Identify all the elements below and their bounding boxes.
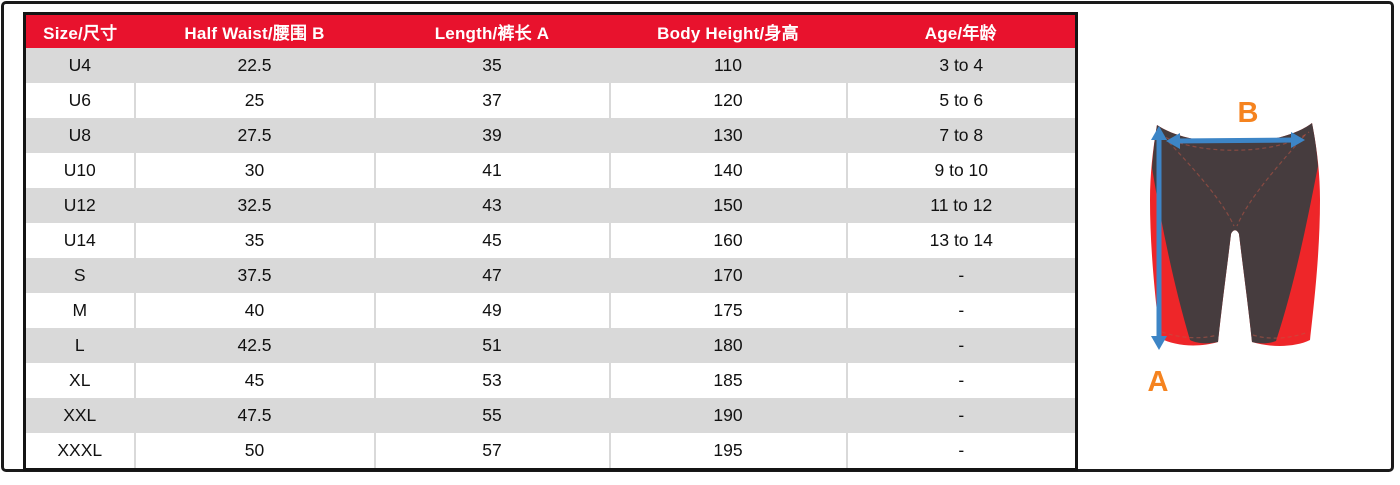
table-row: U14 35 45 160 13 to 14 <box>24 223 1077 258</box>
size-chart-table: Size/尺寸 Half Waist/腰围 B Length/裤长 A Body He… <box>23 12 1078 471</box>
table-header-row: Size/尺寸 Half Waist/腰围 B Length/裤长 A Body He… <box>24 13 1077 48</box>
table-cell: 140 <box>609 153 848 188</box>
header-cell: Age/年龄 <box>846 13 1077 48</box>
table-cell: 190 <box>609 398 848 433</box>
table-cell: 3 to 4 <box>846 48 1077 83</box>
table-cell: M <box>24 293 136 328</box>
table-cell: 45 <box>374 223 611 258</box>
arrow-a <box>1151 126 1167 350</box>
header-cell: Size/尺寸 <box>24 13 135 48</box>
table-row: XXXL 50 57 195- <box>24 433 1077 470</box>
table-cell: U8 <box>24 118 136 153</box>
table-row: XXL 47.5 55 190- <box>24 398 1077 433</box>
table-row: U10 30 41 140 9 to 10 <box>24 153 1077 188</box>
table-cell: U4 <box>24 48 136 83</box>
size-chart: Size/尺寸 Half Waist/腰围 B Length/裤长 A Body He… <box>23 12 1078 471</box>
table-cell: 27.5 <box>134 118 376 153</box>
table-cell: 13 to 14 <box>846 223 1077 258</box>
table-row: S 37.5 47 170- <box>24 258 1077 293</box>
table-cell: 30 <box>134 153 376 188</box>
table-cell: 5 to 6 <box>846 83 1077 118</box>
table-cell: - <box>846 433 1077 470</box>
table-cell: 55 <box>374 398 611 433</box>
table-cell: XXL <box>24 398 136 433</box>
table-cell: 39 <box>374 118 611 153</box>
table-cell: - <box>846 258 1077 293</box>
table-cell: 47.5 <box>134 398 376 433</box>
table-cell: 160 <box>609 223 848 258</box>
table-cell: 42.5 <box>134 328 376 363</box>
table-cell: U10 <box>24 153 136 188</box>
table-cell: 170 <box>609 258 848 293</box>
table-cell: 175 <box>609 293 848 328</box>
table-row: XL 45 53 185- <box>24 363 1077 398</box>
table-cell: 22.5 <box>134 48 376 83</box>
header-cell: Body Height/身高 <box>609 13 847 48</box>
table-row: U6 25 37 120 5 to 6 <box>24 83 1077 118</box>
table-cell: 40 <box>134 293 376 328</box>
table-cell: 150 <box>609 188 848 223</box>
table-cell: 180 <box>609 328 848 363</box>
table-cell: XXXL <box>24 433 136 470</box>
jammer-diagram: B A <box>1100 90 1380 410</box>
table-cell: - <box>846 293 1077 328</box>
header-cell: Half Waist/腰围 B <box>134 13 375 48</box>
table-cell: S <box>24 258 136 293</box>
table-cell: U12 <box>24 188 136 223</box>
table-cell: 41 <box>374 153 611 188</box>
table-cell: L <box>24 328 136 363</box>
table-cell: 47 <box>374 258 611 293</box>
table-row: U4 22.5 35 110 3 to 4 <box>24 48 1077 83</box>
table-row: U8 27.5 39 130 7 to 8 <box>24 118 1077 153</box>
table-cell: 37 <box>374 83 611 118</box>
table-cell: 110 <box>609 48 848 83</box>
table-cell: 195 <box>609 433 848 470</box>
table-cell: 130 <box>609 118 848 153</box>
table-cell: - <box>846 363 1077 398</box>
table-cell: - <box>846 398 1077 433</box>
table-row: L 42.5 51 180- <box>24 328 1077 363</box>
table-cell: 37.5 <box>134 258 376 293</box>
table-cell: - <box>846 328 1077 363</box>
label-b: B <box>1238 97 1259 129</box>
table-cell: U6 <box>24 83 136 118</box>
label-a: A <box>1148 366 1169 398</box>
table-cell: 35 <box>374 48 611 83</box>
table-row: M 40 49 175- <box>24 293 1077 328</box>
table-cell: 49 <box>374 293 611 328</box>
table-cell: U14 <box>24 223 136 258</box>
table-cell: 7 to 8 <box>846 118 1077 153</box>
table-cell: 57 <box>374 433 611 470</box>
header-cell: Length/裤长 A <box>374 13 610 48</box>
arrow-b <box>1166 132 1305 149</box>
table-cell: 53 <box>374 363 611 398</box>
table-cell: 50 <box>134 433 376 470</box>
jammer-body <box>1152 123 1318 344</box>
table-cell: 43 <box>374 188 611 223</box>
table-row: U12 32.5 43 150 11 to 12 <box>24 188 1077 223</box>
table-cell: 45 <box>134 363 376 398</box>
table-cell: 35 <box>134 223 376 258</box>
table-cell: 25 <box>134 83 376 118</box>
table-cell: 120 <box>609 83 848 118</box>
table-cell: 32.5 <box>134 188 376 223</box>
table-cell: 185 <box>609 363 848 398</box>
table-cell: 9 to 10 <box>846 153 1077 188</box>
table-cell: 11 to 12 <box>846 188 1077 223</box>
table-cell: XL <box>24 363 136 398</box>
table-cell: 51 <box>374 328 611 363</box>
